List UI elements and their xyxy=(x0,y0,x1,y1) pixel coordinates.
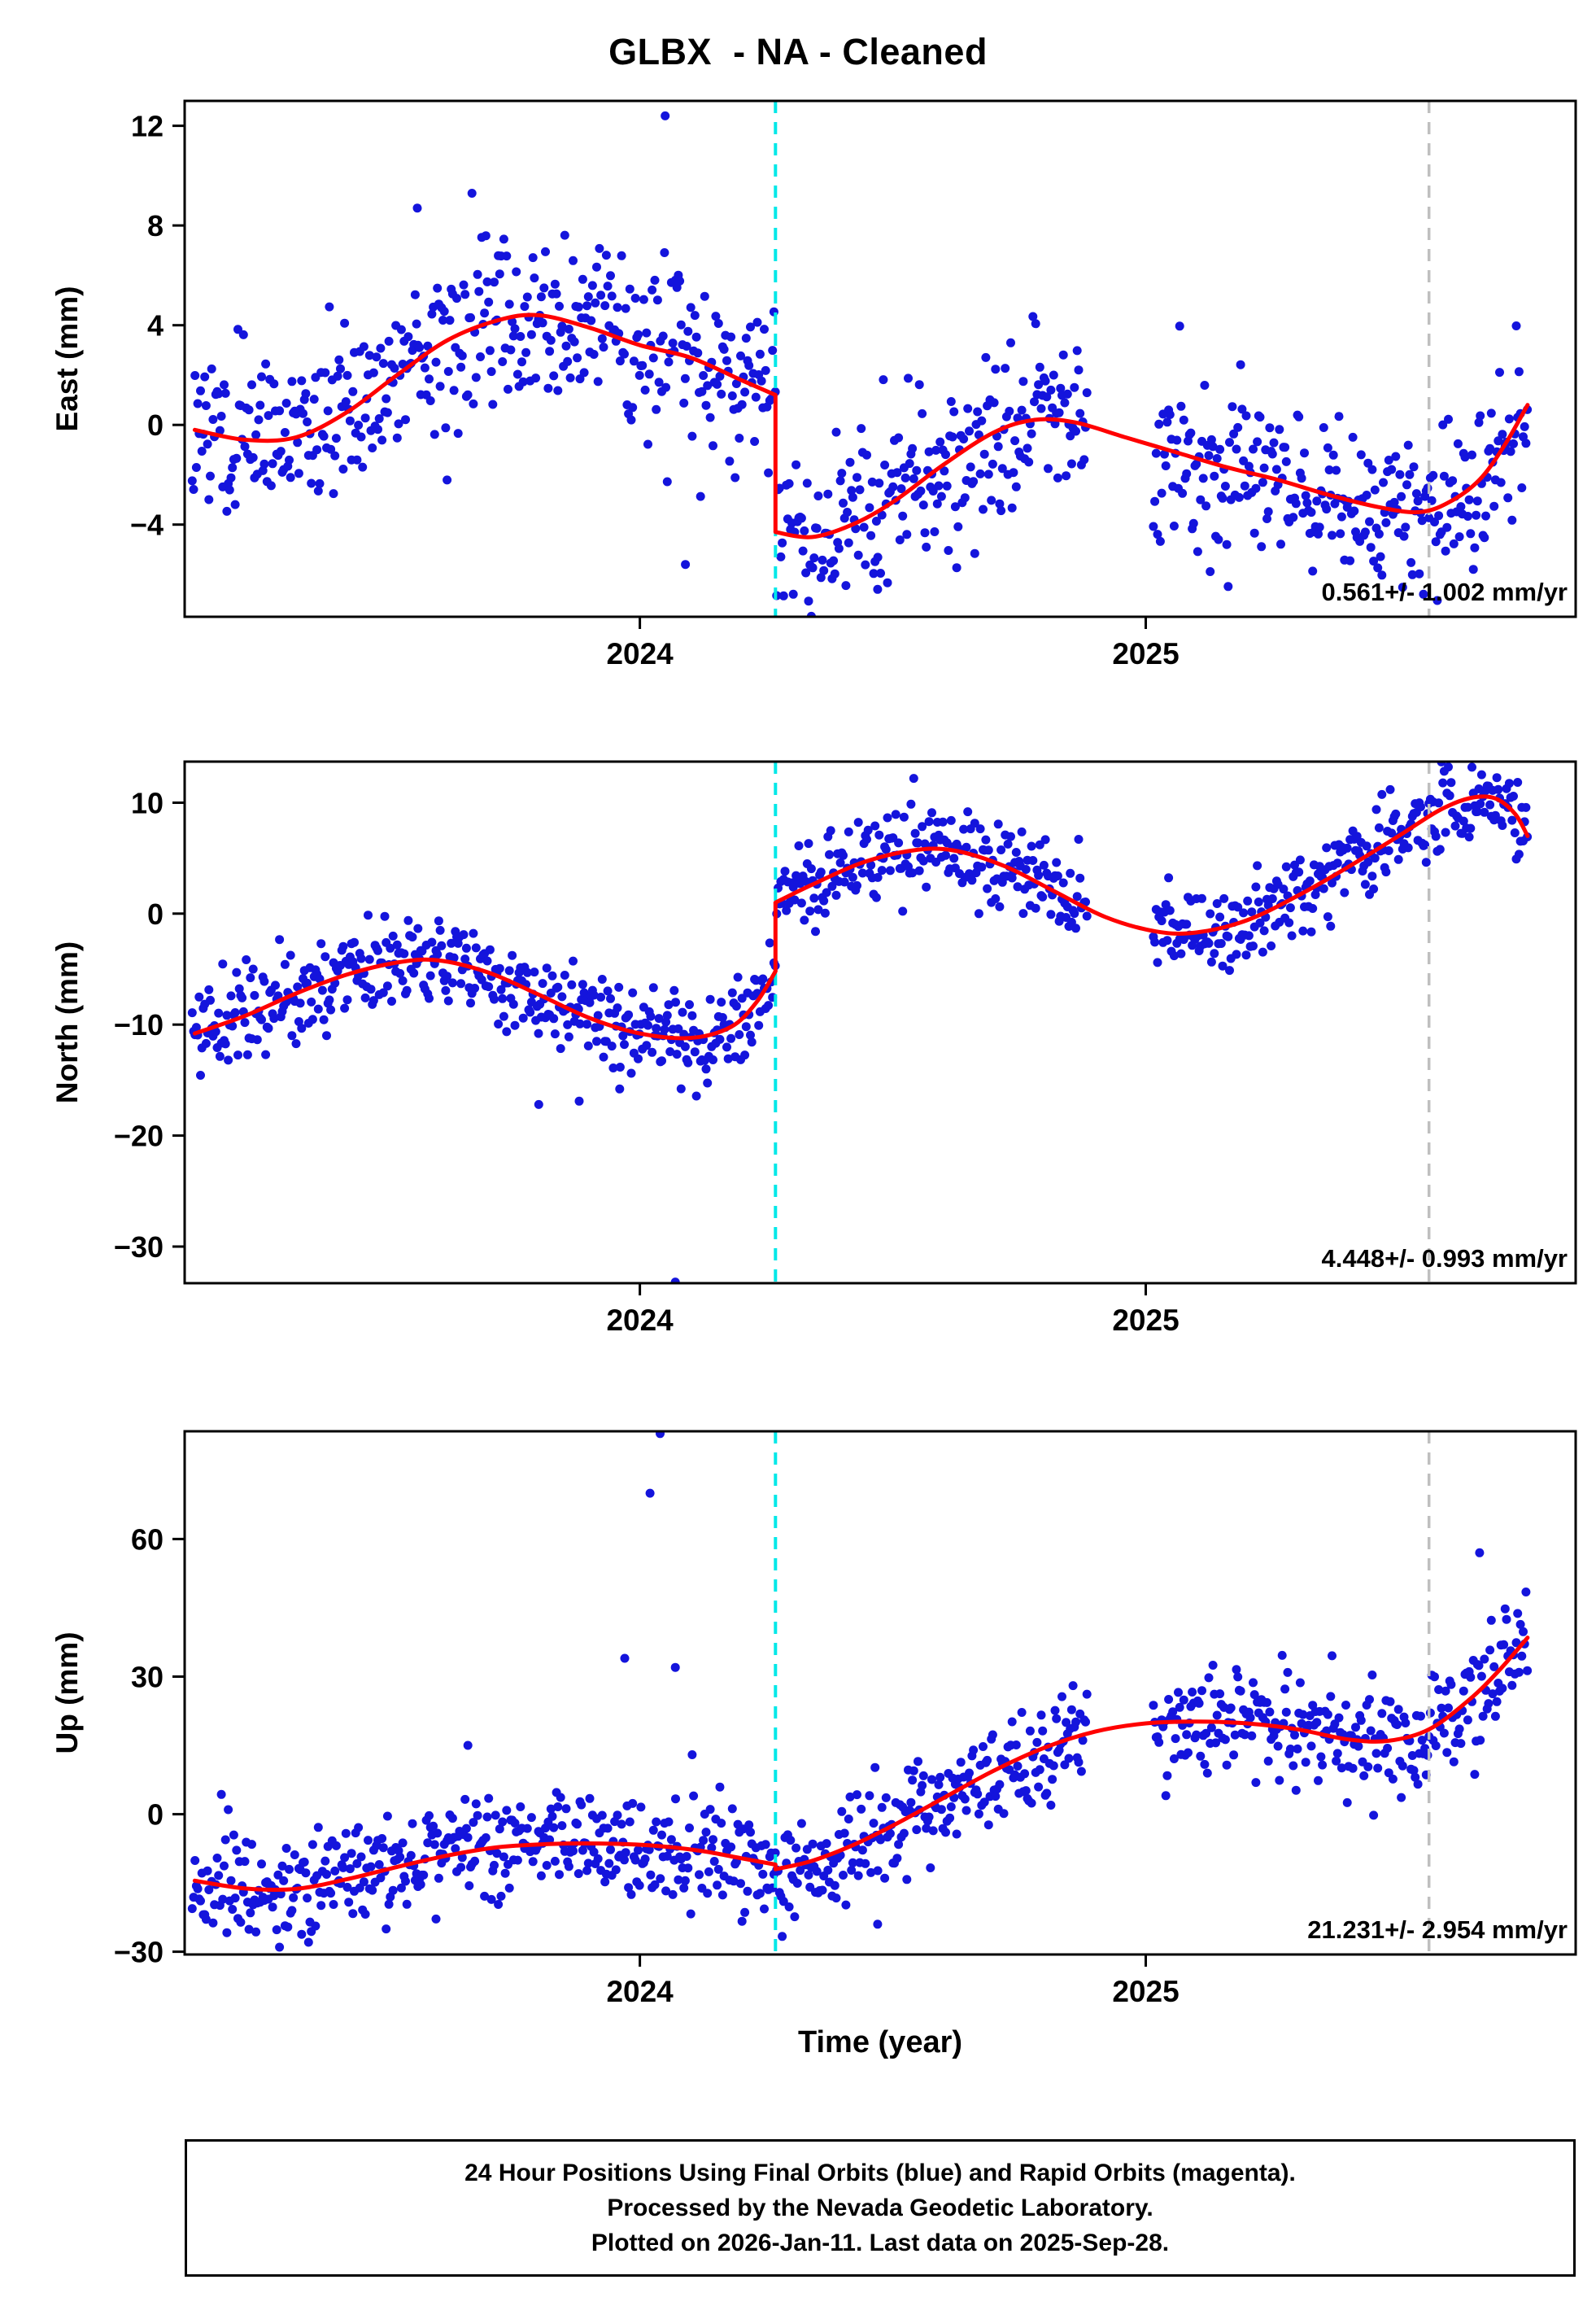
model-line xyxy=(773,403,1530,539)
x-axis-label: Time (year) xyxy=(798,2025,962,2059)
y-tick-label: −30 xyxy=(114,1936,164,1969)
plot-frame xyxy=(183,99,1577,618)
y-tick-label: 60 xyxy=(131,1522,164,1556)
panel-east: 12 8 4 0 −4 2024 2025 East (mm) 0.561+/- 1.002 m… xyxy=(50,99,1577,670)
x-tick-label: 2024 xyxy=(606,637,674,670)
plot-frame xyxy=(183,1430,1577,1956)
y-tick-label: 0 xyxy=(147,408,164,442)
chart-title: GLBX - NA - Cleaned xyxy=(608,31,988,72)
x-tick-label: 2024 xyxy=(606,1304,674,1337)
scatter-points-north xyxy=(187,762,1533,1283)
caption-line-1: 24 Hour Positions Using Final Orbits (bl… xyxy=(464,2160,1296,2186)
y-axis-label-north: North (mm) xyxy=(50,941,84,1103)
y-axis-label-east: East (mm) xyxy=(50,286,84,432)
velocity-label-north: 4.448+/- 0.993 mm/yr xyxy=(1322,1244,1568,1273)
x-tick-label: 2024 xyxy=(606,1975,674,2008)
panel-up: 60 30 0 −30 2024 2025 Up (mm) 21.231+/- 2.954 m… xyxy=(50,1430,1577,2008)
y-tick-label: −30 xyxy=(114,1230,164,1264)
panel-north: 10 0 −10 −20 −30 2024 2025 North (mm) 4.448+/- 0… xyxy=(50,760,1577,1337)
y-tick-label: −4 xyxy=(130,509,164,542)
y-tick-label: 12 xyxy=(131,110,164,143)
model-line xyxy=(773,794,1530,936)
caption-line-3: Plotted on 2026-Jan-11. Last data on 202… xyxy=(591,2230,1170,2256)
velocity-label-up: 21.231+/- 2.954 mm/yr xyxy=(1307,1915,1568,1944)
caption-line-2: Processed by the Nevada Geodetic Laborat… xyxy=(607,2195,1153,2221)
y-tick-label: −20 xyxy=(114,1120,164,1153)
y-axis-label-up: Up (mm) xyxy=(50,1631,84,1754)
model-line xyxy=(192,312,778,443)
scatter-points-east xyxy=(187,111,1533,617)
x-tick-label: 2025 xyxy=(1112,1304,1179,1337)
x-tick-label: 2025 xyxy=(1112,1975,1179,2008)
y-tick-label: 4 xyxy=(147,309,164,343)
caption-box: 24 Hour Positions Using Final Orbits (bl… xyxy=(185,2139,1576,2277)
x-tick-label: 2025 xyxy=(1112,637,1179,670)
y-tick-label: 8 xyxy=(147,209,164,242)
velocity-label-east: 0.561+/- 1.002 mm/yr xyxy=(1322,578,1568,606)
model-line xyxy=(773,1636,1530,1871)
timeseries-plots: 12 8 4 0 −4 2024 2025 East (mm) 0.561+/- 1.002 m… xyxy=(50,99,1577,2059)
model-line xyxy=(192,957,778,1041)
y-tick-label: 0 xyxy=(147,1798,164,1832)
model-line xyxy=(192,1841,778,1893)
y-tick-label: 10 xyxy=(131,787,164,820)
y-tick-label: −10 xyxy=(114,1008,164,1042)
scatter-points-up xyxy=(187,1431,1533,1952)
plot-frame xyxy=(183,760,1577,1285)
y-tick-label: 30 xyxy=(131,1661,164,1694)
y-tick-label: 0 xyxy=(147,898,164,931)
